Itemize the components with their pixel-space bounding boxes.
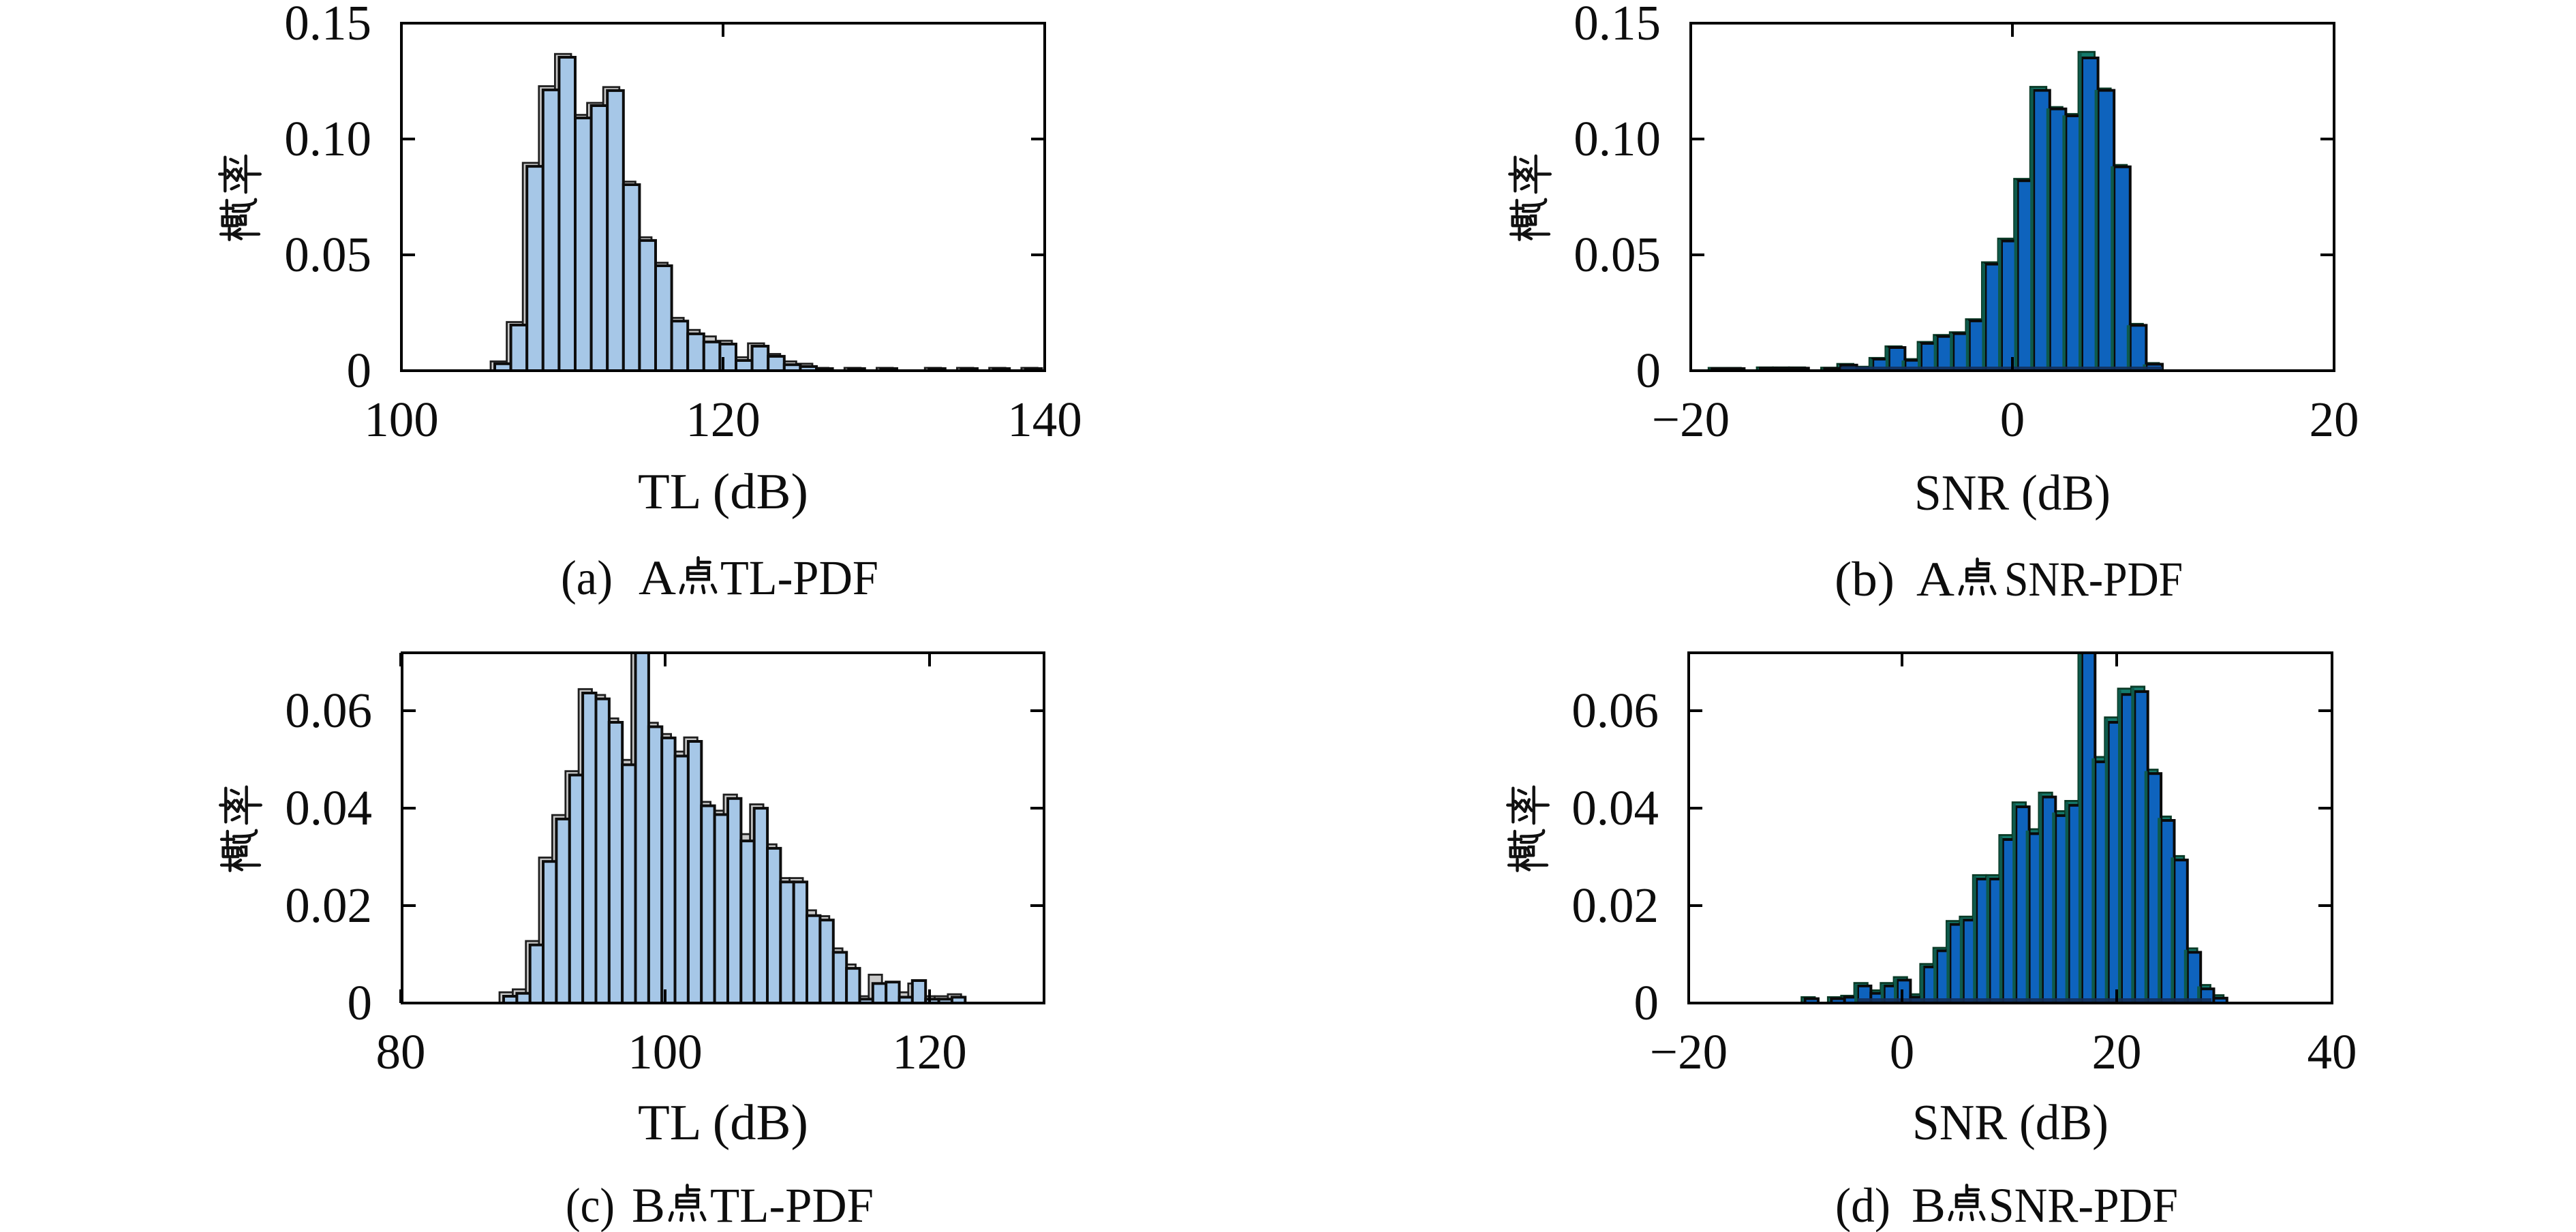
svg-text:TL (dB): TL (dB) xyxy=(638,1095,808,1151)
svg-text:120: 120 xyxy=(892,1024,967,1079)
svg-text:0: 0 xyxy=(347,343,372,398)
svg-text:TL-PDF: TL-PDF xyxy=(710,1178,874,1232)
svg-text:100: 100 xyxy=(364,392,439,447)
svg-text:0.02: 0.02 xyxy=(285,878,372,933)
svg-text:SNR-PDF: SNR-PDF xyxy=(2004,552,2183,606)
svg-text:0.15: 0.15 xyxy=(1574,0,1661,50)
svg-text:20: 20 xyxy=(2092,1024,2142,1079)
svg-text:0.06: 0.06 xyxy=(285,683,372,738)
svg-text:−20: −20 xyxy=(1650,1024,1728,1079)
svg-text:(b): (b) xyxy=(1835,552,1895,606)
svg-text:0: 0 xyxy=(2000,392,2025,447)
svg-text:120: 120 xyxy=(686,392,761,447)
svg-text:0: 0 xyxy=(1890,1024,1915,1079)
svg-text:100: 100 xyxy=(628,1024,703,1079)
svg-text:B: B xyxy=(632,1178,665,1232)
svg-text:20: 20 xyxy=(2310,392,2359,447)
svg-text:0: 0 xyxy=(1634,975,1659,1030)
svg-text:(d): (d) xyxy=(1835,1178,1890,1232)
svg-text:SNR (dB): SNR (dB) xyxy=(1914,465,2111,521)
svg-text:140: 140 xyxy=(1007,392,1082,447)
svg-text:0.15: 0.15 xyxy=(284,0,371,50)
svg-text:0.05: 0.05 xyxy=(1574,227,1661,282)
svg-text:0: 0 xyxy=(348,975,373,1030)
svg-text:0.04: 0.04 xyxy=(285,780,372,835)
svg-text:B: B xyxy=(1912,1178,1946,1232)
svg-text:0: 0 xyxy=(1636,343,1661,398)
svg-text:A: A xyxy=(639,551,676,605)
svg-text:(a): (a) xyxy=(561,551,613,605)
svg-text:0.06: 0.06 xyxy=(1571,683,1659,738)
svg-text:SNR (dB): SNR (dB) xyxy=(1912,1095,2109,1151)
svg-text:0.04: 0.04 xyxy=(1571,780,1659,835)
svg-text:40: 40 xyxy=(2307,1024,2357,1079)
svg-text:A: A xyxy=(1916,552,1954,606)
svg-text:TL-PDF: TL-PDF xyxy=(720,551,878,605)
svg-text:0.10: 0.10 xyxy=(284,111,371,166)
svg-text:0.10: 0.10 xyxy=(1574,111,1661,166)
svg-text:(c): (c) xyxy=(566,1178,615,1232)
svg-text:0.02: 0.02 xyxy=(1571,878,1659,933)
svg-text:80: 80 xyxy=(376,1024,426,1079)
svg-text:0.05: 0.05 xyxy=(284,227,371,282)
svg-text:SNR-PDF: SNR-PDF xyxy=(1989,1178,2178,1232)
svg-text:TL (dB): TL (dB) xyxy=(638,464,808,520)
svg-text:−20: −20 xyxy=(1652,392,1730,447)
